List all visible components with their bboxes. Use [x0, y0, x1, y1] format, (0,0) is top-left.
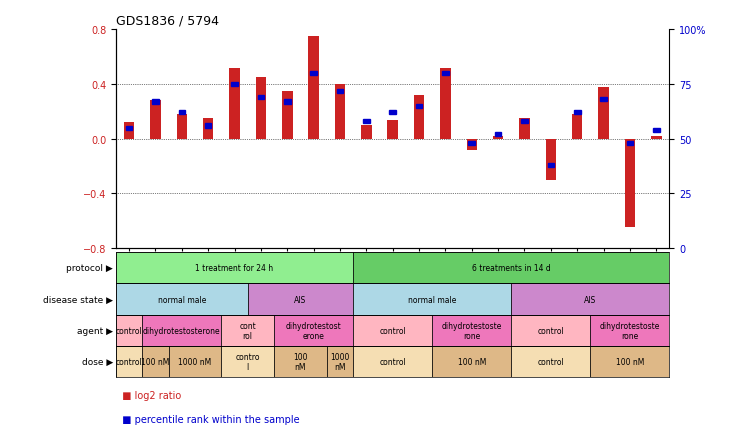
FancyBboxPatch shape	[327, 346, 353, 378]
FancyBboxPatch shape	[221, 315, 274, 346]
Bar	[310, 72, 317, 76]
FancyBboxPatch shape	[353, 253, 669, 284]
FancyBboxPatch shape	[353, 315, 432, 346]
Text: dihydrotestost
erone: dihydrotestost erone	[286, 322, 342, 340]
FancyBboxPatch shape	[512, 315, 590, 346]
Bar	[361, 126, 372, 139]
Text: normal male: normal male	[408, 295, 456, 304]
Bar	[548, 164, 554, 168]
FancyBboxPatch shape	[512, 346, 590, 378]
Text: dihydrotestosterone: dihydrotestosterone	[143, 326, 221, 335]
Bar	[337, 89, 343, 93]
Text: 100
nM: 100 nM	[293, 353, 307, 371]
Text: 100 nM: 100 nM	[458, 358, 486, 366]
Text: control: control	[379, 326, 406, 335]
Bar	[257, 96, 264, 100]
Text: control: control	[538, 358, 564, 366]
Bar	[627, 141, 634, 146]
FancyBboxPatch shape	[590, 315, 669, 346]
Text: 100 nM: 100 nM	[616, 358, 644, 366]
Bar	[414, 96, 424, 139]
Bar	[177, 115, 187, 139]
Bar	[205, 124, 212, 128]
Text: dose ▶: dose ▶	[82, 358, 113, 366]
Bar	[467, 139, 477, 150]
FancyBboxPatch shape	[116, 315, 142, 346]
FancyBboxPatch shape	[168, 346, 221, 378]
Text: AIS: AIS	[584, 295, 596, 304]
Text: ■ log2 ratio: ■ log2 ratio	[116, 390, 181, 400]
Text: normal male: normal male	[158, 295, 206, 304]
Bar	[468, 141, 475, 146]
Bar	[600, 98, 607, 102]
Text: protocol ▶: protocol ▶	[67, 264, 113, 273]
Bar	[390, 111, 396, 115]
Bar	[493, 137, 503, 139]
Text: dihydrotestoste
rone: dihydrotestoste rone	[441, 322, 502, 340]
Bar	[653, 128, 660, 133]
Bar	[416, 105, 423, 108]
Text: dihydrotestoste
rone: dihydrotestoste rone	[600, 322, 660, 340]
Bar	[284, 100, 290, 104]
Bar	[440, 69, 451, 139]
FancyBboxPatch shape	[116, 253, 353, 284]
Text: control: control	[538, 326, 564, 335]
Text: 1 treatment for 24 h: 1 treatment for 24 h	[195, 264, 274, 273]
Text: disease state ▶: disease state ▶	[43, 295, 113, 304]
Bar	[282, 92, 292, 139]
FancyBboxPatch shape	[353, 346, 432, 378]
Bar	[179, 111, 185, 115]
Bar	[387, 120, 398, 139]
Text: agent ▶: agent ▶	[77, 326, 113, 335]
Bar	[308, 37, 319, 139]
Bar	[124, 123, 135, 139]
Text: contro
l: contro l	[236, 353, 260, 371]
FancyBboxPatch shape	[221, 346, 274, 378]
FancyBboxPatch shape	[248, 284, 353, 315]
FancyBboxPatch shape	[142, 315, 221, 346]
FancyBboxPatch shape	[590, 346, 669, 378]
Bar	[651, 137, 661, 139]
Text: 1000
nM: 1000 nM	[331, 353, 349, 371]
Text: ■ percentile rank within the sample: ■ percentile rank within the sample	[116, 414, 299, 424]
Bar	[231, 83, 238, 87]
FancyBboxPatch shape	[274, 346, 327, 378]
Bar	[495, 133, 501, 137]
Bar	[334, 85, 346, 139]
Bar	[126, 126, 132, 131]
Bar	[574, 111, 580, 115]
Bar	[150, 101, 161, 139]
Bar	[230, 69, 240, 139]
FancyBboxPatch shape	[512, 284, 669, 315]
Text: cont
rol: cont rol	[239, 322, 256, 340]
Bar	[203, 119, 213, 139]
FancyBboxPatch shape	[432, 315, 512, 346]
FancyBboxPatch shape	[116, 284, 248, 315]
FancyBboxPatch shape	[116, 346, 142, 378]
Bar	[363, 120, 370, 124]
Text: AIS: AIS	[294, 295, 307, 304]
Text: 1000 nM: 1000 nM	[178, 358, 212, 366]
Text: 6 treatments in 14 d: 6 treatments in 14 d	[472, 264, 551, 273]
Bar	[152, 100, 159, 104]
Bar	[545, 139, 556, 180]
Bar	[442, 72, 449, 76]
Text: 100 nM: 100 nM	[141, 358, 170, 366]
Bar	[625, 139, 635, 228]
Text: control: control	[379, 358, 406, 366]
FancyBboxPatch shape	[353, 284, 512, 315]
Bar	[572, 115, 583, 139]
Bar	[519, 119, 530, 139]
Text: GDS1836 / 5794: GDS1836 / 5794	[116, 15, 219, 28]
Bar	[598, 88, 609, 139]
Bar	[256, 78, 266, 139]
Bar	[521, 120, 528, 124]
FancyBboxPatch shape	[432, 346, 512, 378]
Text: control: control	[116, 326, 143, 335]
Text: control: control	[116, 358, 143, 366]
FancyBboxPatch shape	[274, 315, 353, 346]
FancyBboxPatch shape	[142, 346, 168, 378]
